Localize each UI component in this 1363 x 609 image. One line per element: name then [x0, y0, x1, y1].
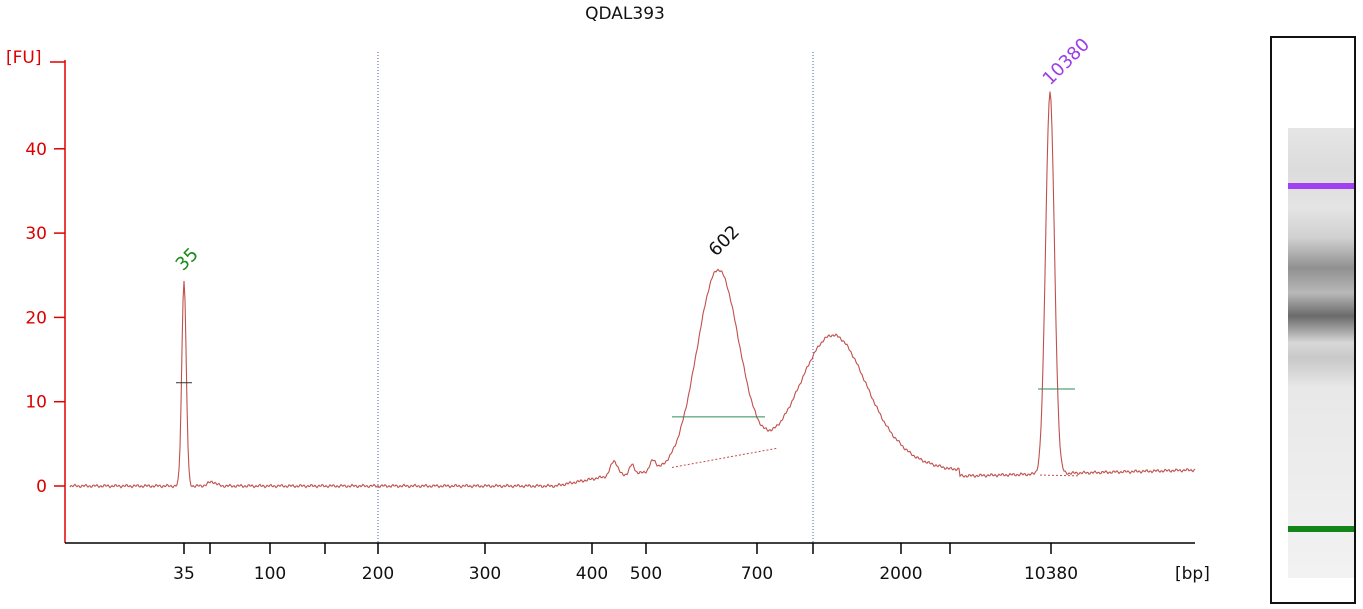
- x-tick-label: 10380: [1024, 564, 1078, 584]
- y-tick-label: 10: [25, 393, 47, 413]
- x-axis-label: [bp]: [1175, 564, 1210, 584]
- y-tick-label: 0: [36, 477, 47, 497]
- y-axis-ticks: 0 10 20 30 40: [25, 140, 65, 497]
- gel-lane-strip: [1288, 128, 1354, 578]
- y-tick-label: 30: [25, 224, 47, 244]
- x-tick-label: 200: [362, 564, 394, 584]
- x-tick-label: 500: [630, 564, 662, 584]
- x-tick-label: 2000: [879, 564, 922, 584]
- x-tick-label: 100: [254, 564, 286, 584]
- y-tick-label: 40: [25, 140, 47, 160]
- x-axis-ticks: 35 100 200 300 400 500 700 2000 10380: [173, 543, 1078, 584]
- x-tick-label: 35: [173, 564, 195, 584]
- fwhm-lines: [176, 382, 1075, 418]
- fluorescence-trace: [69, 91, 1196, 489]
- peak-baseline: [671, 447, 1081, 477]
- y-axis-label: [FU]: [6, 48, 42, 68]
- x-tick-label: 700: [741, 564, 773, 584]
- x-tick-label: 300: [469, 564, 501, 584]
- x-tick-label: 400: [576, 564, 608, 584]
- peak-labels: 35 602 10380: [172, 34, 1094, 275]
- virtual-gel-lane: [1270, 36, 1356, 604]
- gel-marker-lower: [1288, 526, 1354, 532]
- y-axis: [50, 60, 66, 543]
- y-tick-label: 20: [25, 308, 47, 328]
- chart-title: QDAL393: [585, 4, 665, 24]
- electropherogram-plot: [FU] [bp] 35 100 200 300 400 500 700 2000 10380 …: [6, 34, 1210, 584]
- peak-label-10380: 10380: [1039, 34, 1094, 89]
- peak-label-35: 35: [172, 244, 203, 275]
- peak-label-602: 602: [705, 222, 744, 261]
- gel-marker-upper: [1288, 183, 1354, 189]
